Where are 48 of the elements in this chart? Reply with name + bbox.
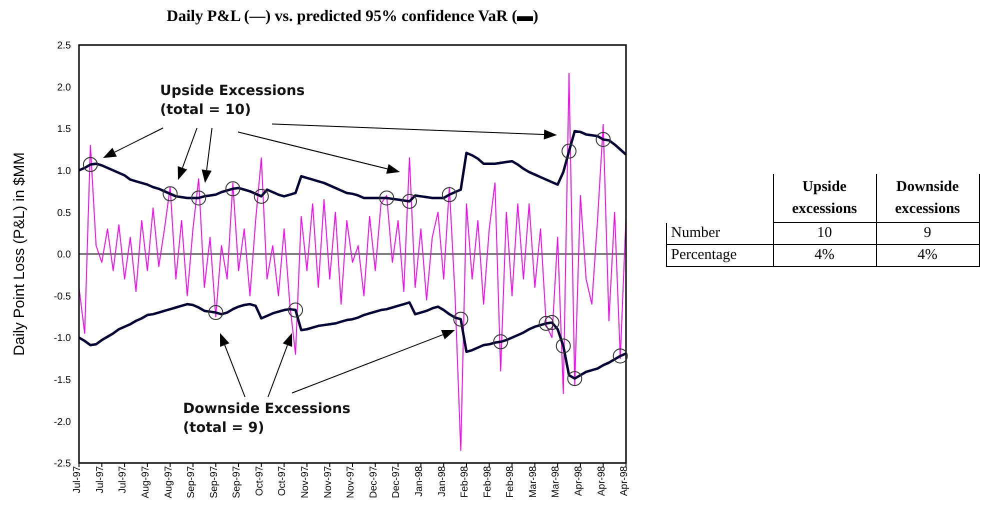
y-tick-label: 2.0 <box>57 82 72 94</box>
text: 4% <box>814 247 834 263</box>
category-label: Downside excessions <box>876 174 979 222</box>
x-tick-label: Aug-97 <box>163 466 174 498</box>
x-tick-label: Feb-98 <box>482 466 494 498</box>
text: 10 <box>817 225 832 241</box>
x-tick-label: Apr-98 <box>596 466 608 496</box>
x-tick-label: Apr-98 <box>619 466 630 496</box>
y-axis-title: Daily Point Loss (P&L) in $MM <box>11 152 28 356</box>
y-tick-label: 0.0 <box>57 250 72 261</box>
x-tick-label: Feb-98 <box>460 466 471 498</box>
y-tick-label: -0.5 <box>54 291 72 302</box>
x-tick-label: Dec-97 <box>368 466 380 498</box>
category-label: Upside excessions <box>773 174 876 222</box>
x-tick-label: Dec-97 <box>391 466 402 498</box>
x-tick-label: Sep-97 <box>208 466 220 498</box>
annotation: Upside Excessions (total = 10) <box>160 82 305 120</box>
y-tick-label: -2.0 <box>54 416 72 428</box>
x-tick-label: Sep-97 <box>186 466 198 498</box>
x-tick-label: Sep-97 <box>232 466 243 498</box>
x-tick-label: Apr-98 <box>574 466 585 496</box>
y-tick-label: 1.5 <box>57 124 72 136</box>
x-tick-label: Mar-98 <box>550 466 562 498</box>
y-tick-label: -1.5 <box>54 374 72 386</box>
x-tick-label: Feb-98 <box>505 466 516 498</box>
x-tick-label: Oct-97 <box>254 466 266 496</box>
y-tick-label: 1.0 <box>57 166 72 177</box>
y-tick-label: -2.5 <box>54 458 72 470</box>
x-tick-label: Nov-97 <box>346 466 357 498</box>
x-tick-label: Jul-97 <box>72 466 84 494</box>
x-tick-label: Nov-97 <box>300 466 312 498</box>
x-tick-label: Oct-97 <box>277 466 288 496</box>
x-tick-label: Nov-97 <box>322 466 334 498</box>
x-tick-label: Aug-97 <box>140 466 152 498</box>
category-label: Percentage <box>671 247 737 263</box>
text: 4% <box>918 247 938 263</box>
x-tick-label: Jan-98 <box>436 466 448 497</box>
x-tick-label: Mar-98 <box>528 466 539 498</box>
y-tick-label: 2.5 <box>57 40 72 52</box>
category-label: Number <box>671 224 720 241</box>
y-tick-label: -1.0 <box>54 333 72 344</box>
annotation: Downside Excessions (total = 9) <box>183 400 350 438</box>
x-tick-label: Jul-97 <box>118 466 129 494</box>
x-tick-label: Jul-97 <box>94 466 106 494</box>
x-tick-label: Jan-98 <box>414 466 425 497</box>
chart-title: Daily P&L (—) vs. predicted 95% confidence VaR (▬) <box>166 8 540 26</box>
text: 9 <box>924 225 932 241</box>
y-tick-label: 0.5 <box>57 208 72 219</box>
